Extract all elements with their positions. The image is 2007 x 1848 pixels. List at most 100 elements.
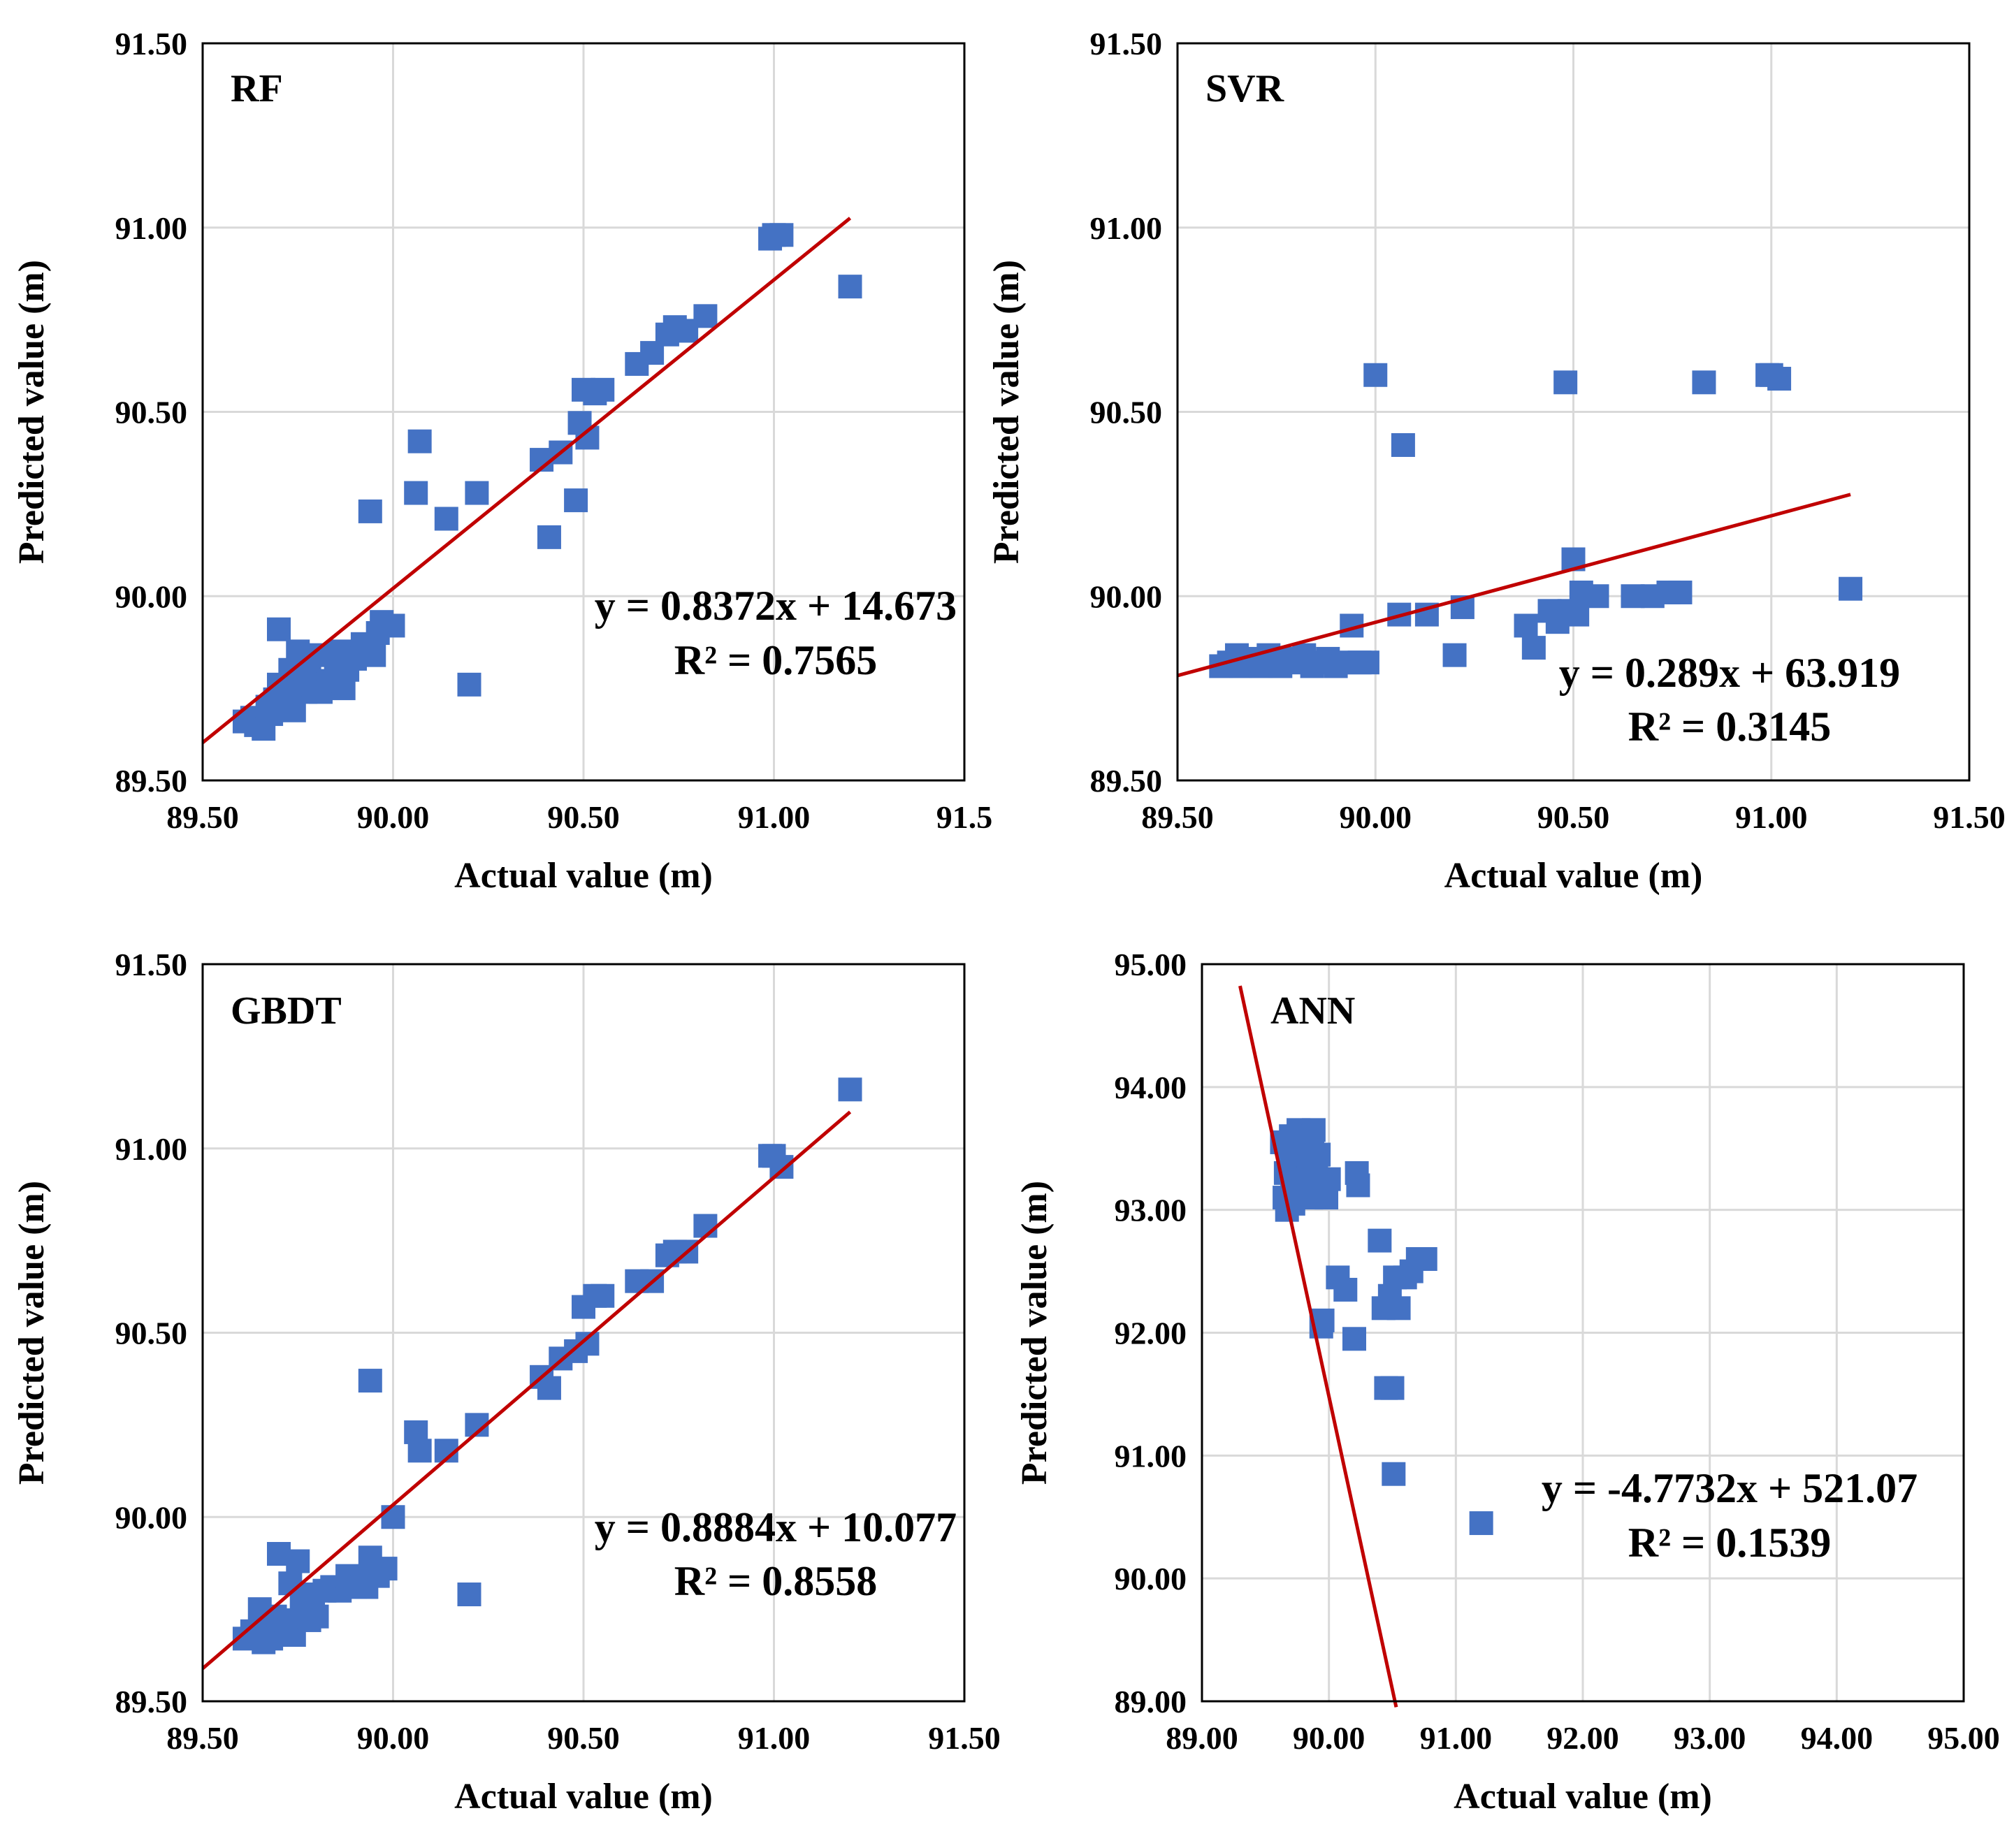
x-tick-label: 89.50 bbox=[166, 799, 239, 835]
panel-label: SVR bbox=[1205, 67, 1284, 110]
x-tick-label: 90.50 bbox=[547, 799, 620, 835]
data-point bbox=[838, 275, 862, 299]
y-tick-label: 90.00 bbox=[1090, 579, 1163, 614]
x-tick-label: 91.00 bbox=[738, 799, 811, 835]
trendline bbox=[201, 1110, 852, 1671]
r-squared: R² = 0.3145 bbox=[1628, 704, 1832, 750]
data-point bbox=[434, 507, 458, 531]
plot-frame bbox=[1201, 963, 1965, 1703]
y-tick-label: 89.00 bbox=[1115, 1684, 1187, 1719]
y-tick-label: 89.50 bbox=[1090, 763, 1163, 799]
x-tick-label: 91.00 bbox=[1735, 799, 1808, 835]
regression-equation: y = 0.8884x + 10.077 bbox=[595, 1504, 957, 1550]
data-point bbox=[1553, 370, 1578, 395]
y-tick-label: 91.50 bbox=[115, 947, 188, 982]
x-axis-title: Actual value (m) bbox=[454, 1777, 713, 1817]
x-tick-label: 91.00 bbox=[738, 1720, 811, 1756]
x-tick-label: 91.50 bbox=[928, 1720, 1001, 1756]
panel-label: ANN bbox=[1270, 989, 1355, 1033]
panel-svr: 89.50 90.00 90.50 91.00 91.50 89.50 90.00 90.50… bbox=[987, 26, 2006, 896]
data-points bbox=[232, 1077, 862, 1654]
data-point bbox=[1307, 1142, 1331, 1167]
x-tick-label: 95.00 bbox=[1927, 1720, 2000, 1756]
regression-equation: y = -4.7732x + 521.07 bbox=[1542, 1465, 1918, 1511]
data-point bbox=[1514, 613, 1538, 638]
data-point bbox=[381, 613, 405, 638]
x-tick-label: 90.50 bbox=[1537, 799, 1610, 835]
data-point bbox=[1442, 643, 1467, 667]
panel-gbdt: 89.50 90.00 90.50 91.00 91.50 89.50 90.00 90.50… bbox=[12, 947, 1001, 1817]
data-point bbox=[1380, 1376, 1405, 1400]
data-point bbox=[1382, 1462, 1406, 1486]
data-point bbox=[457, 672, 481, 697]
regression-equation: y = 0.8372x + 14.673 bbox=[595, 583, 957, 629]
data-point bbox=[457, 1583, 481, 1607]
plot-frame bbox=[201, 963, 966, 1703]
data-point bbox=[305, 1604, 329, 1629]
plot-frame bbox=[201, 42, 966, 782]
regression-equation: y = 0.289x + 63.919 bbox=[1559, 650, 1900, 696]
r-squared: R² = 0.7565 bbox=[674, 637, 878, 683]
data-point bbox=[381, 1505, 405, 1529]
y-axis-title: Predicted value (m) bbox=[12, 260, 52, 564]
data-point bbox=[590, 1283, 615, 1308]
y-tick-label: 91.50 bbox=[115, 26, 188, 61]
data-point bbox=[358, 499, 382, 523]
x-tick-label: 90.00 bbox=[1340, 799, 1412, 835]
data-point bbox=[407, 1439, 432, 1463]
panel-ann: 89.00 90.00 91.00 92.00 93.00 94.00 95.00 89.00… bbox=[1015, 947, 2000, 1817]
data-points bbox=[232, 223, 862, 741]
data-point bbox=[838, 1077, 862, 1102]
data-point bbox=[590, 377, 615, 402]
data-point bbox=[537, 1376, 561, 1400]
panel-label: GBDT bbox=[231, 989, 342, 1033]
y-axis-title: Predicted value (m) bbox=[12, 1181, 52, 1485]
y-tick-label: 91.00 bbox=[115, 1131, 188, 1167]
data-point bbox=[693, 304, 718, 328]
data-point bbox=[1368, 1228, 1392, 1253]
x-tick-label: 90.00 bbox=[357, 1720, 430, 1756]
trendline bbox=[201, 217, 852, 744]
data-point bbox=[1355, 650, 1379, 675]
y-tick-label: 90.50 bbox=[115, 395, 188, 430]
trendline bbox=[1238, 985, 1398, 1708]
y-tick-label: 90.50 bbox=[1090, 395, 1163, 430]
data-point bbox=[1469, 1511, 1493, 1536]
panel-rf: 89.50 90.00 90.50 91.00 91.5 89.50 90.00 90.50 9… bbox=[12, 26, 992, 896]
data-point bbox=[1692, 370, 1716, 395]
x-tick-label: 89.50 bbox=[166, 1720, 239, 1756]
x-tick-label: 89.50 bbox=[1141, 799, 1214, 835]
data-point bbox=[267, 617, 291, 641]
data-point bbox=[1342, 1327, 1366, 1351]
r-squared: R² = 0.1539 bbox=[1628, 1520, 1832, 1566]
x-tick-label: 93.00 bbox=[1674, 1720, 1746, 1756]
x-axis-title: Actual value (m) bbox=[454, 856, 713, 896]
data-point bbox=[769, 1155, 794, 1179]
data-point bbox=[537, 525, 561, 549]
y-tick-label: 92.00 bbox=[1115, 1316, 1187, 1351]
data-point bbox=[465, 481, 489, 505]
data-point bbox=[1391, 432, 1415, 457]
data-point bbox=[407, 429, 432, 453]
data-point bbox=[1346, 1173, 1370, 1198]
y-tick-label: 90.00 bbox=[115, 579, 188, 614]
x-tick-label: 92.00 bbox=[1546, 1720, 1619, 1756]
x-tick-label: 94.00 bbox=[1801, 1720, 1874, 1756]
data-point bbox=[1363, 363, 1388, 387]
y-tick-label: 89.50 bbox=[115, 1684, 188, 1719]
y-tick-label: 93.00 bbox=[1115, 1193, 1187, 1228]
x-tick-label: 89.00 bbox=[1166, 1720, 1238, 1756]
data-point bbox=[404, 481, 428, 505]
data-point bbox=[1413, 1247, 1437, 1271]
y-tick-label: 89.50 bbox=[115, 763, 188, 799]
x-tick-label: 90.00 bbox=[357, 799, 430, 835]
r-squared: R² = 0.8558 bbox=[674, 1558, 878, 1604]
y-tick-label: 91.00 bbox=[1115, 1438, 1187, 1474]
y-axis-title: Predicted value (m) bbox=[987, 260, 1027, 564]
data-point bbox=[1386, 1296, 1411, 1320]
x-tick-label: 91.5 bbox=[936, 799, 993, 835]
y-tick-label: 91.00 bbox=[1090, 210, 1163, 246]
y-tick-label: 91.50 bbox=[1090, 26, 1163, 61]
y-tick-label: 95.00 bbox=[1115, 947, 1187, 982]
